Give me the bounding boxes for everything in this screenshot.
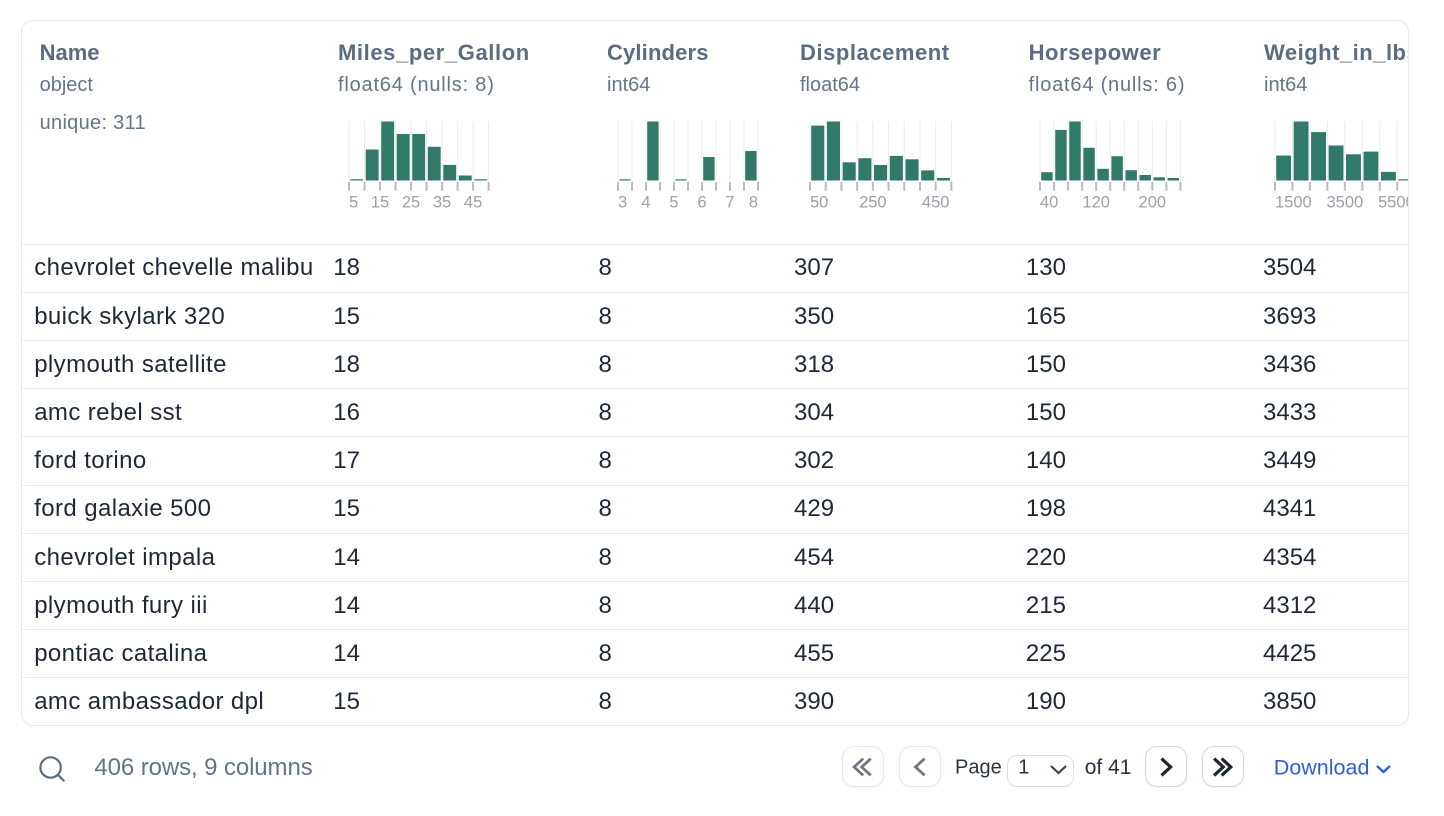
svg-text:200: 200 xyxy=(1138,193,1166,211)
svg-text:25: 25 xyxy=(402,193,420,211)
svg-text:45: 45 xyxy=(464,193,482,211)
svg-text:5: 5 xyxy=(669,193,678,211)
svg-text:3500: 3500 xyxy=(1326,193,1363,211)
svg-text:40: 40 xyxy=(1040,193,1058,211)
svg-text:450: 450 xyxy=(922,193,950,211)
svg-text:8: 8 xyxy=(749,193,758,211)
svg-text:6: 6 xyxy=(697,193,706,211)
svg-text:5500: 5500 xyxy=(1378,193,1409,211)
svg-text:15: 15 xyxy=(371,193,389,211)
svg-text:35: 35 xyxy=(433,193,451,211)
svg-text:250: 250 xyxy=(859,193,887,211)
svg-text:3: 3 xyxy=(618,193,627,211)
svg-text:7: 7 xyxy=(725,193,734,211)
svg-text:120: 120 xyxy=(1082,193,1110,211)
svg-text:50: 50 xyxy=(810,193,828,211)
svg-text:4: 4 xyxy=(641,193,650,211)
svg-text:5: 5 xyxy=(349,193,358,211)
svg-text:1500: 1500 xyxy=(1275,193,1312,211)
